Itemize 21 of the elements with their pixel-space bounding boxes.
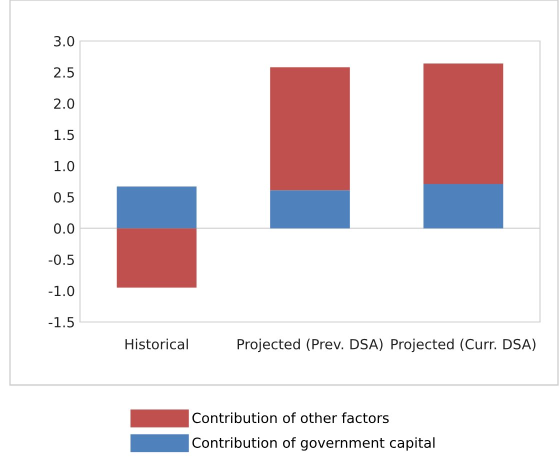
y-tick-label: 0.5 [54,192,74,203]
bar [116,186,197,228]
x-tick-label: Historical [126,338,188,350]
bar [270,67,350,190]
bar [116,228,197,288]
bar [270,190,350,228]
y-tick-label: 3.0 [54,36,74,46]
y-tick-label: 2.5 [54,67,74,78]
x-tick-label: Projected (Prev. DSA) [238,338,383,352]
y-tick-label: 1.5 [54,130,74,140]
y-tick-label: 2.0 [54,98,74,109]
y-tick-label: 1.0 [54,160,74,172]
bar [423,184,504,228]
legend-label: Contribution of government capital [192,437,434,451]
y-tick-label: 0.0 [54,223,74,234]
y-tick-label: -1.0 [48,286,74,296]
bar [423,63,504,184]
y-tick-label: -0.5 [48,254,74,266]
x-tick-label: Projected (Curr. DSA) [391,338,536,352]
legend-label: Contribution of other factors [192,412,389,424]
y-tick-label: -1.5 [48,317,74,328]
